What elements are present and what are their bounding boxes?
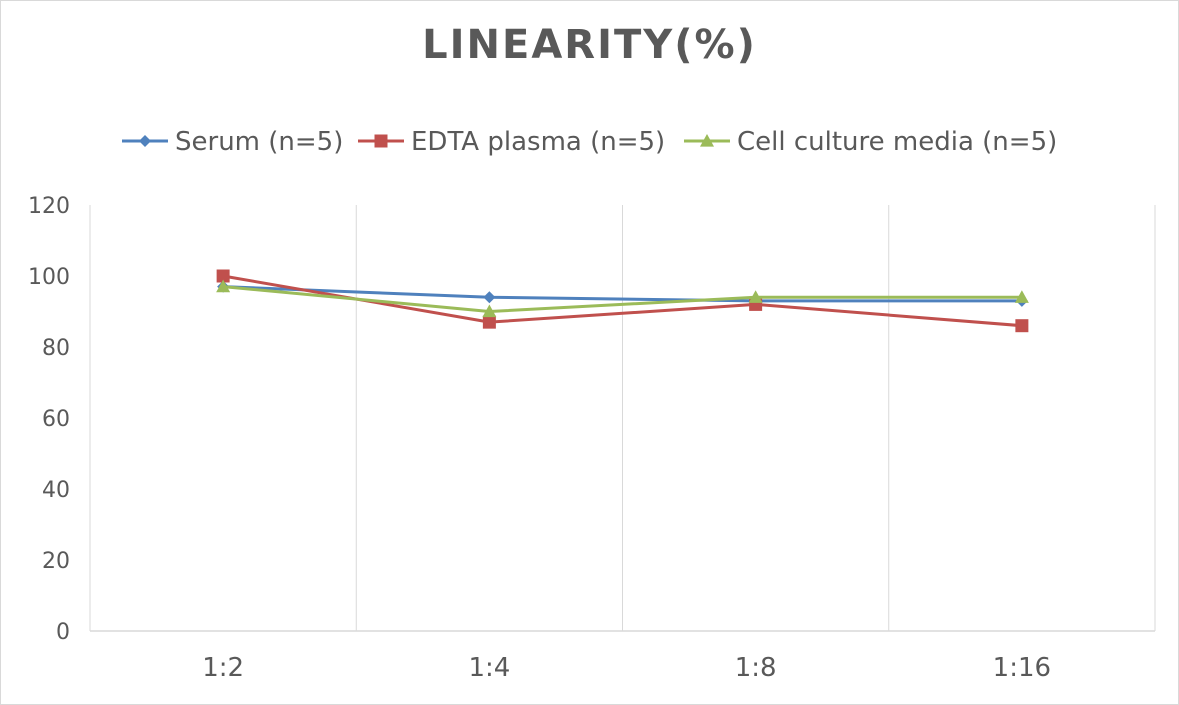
x-tick-label: 1:2 <box>202 653 244 683</box>
legend: Serum (n=5) EDTA plasma (n=5) Cell culture… <box>122 127 1057 157</box>
y-tick-label: 60 <box>42 407 70 432</box>
y-tick-label: 20 <box>42 549 70 574</box>
data-point <box>1015 319 1029 333</box>
legend-label: Serum (n=5) <box>175 127 343 157</box>
legend-marker <box>139 135 151 147</box>
data-point <box>482 315 496 329</box>
x-axis-ticks: 1:2 1:4 1:8 1:16 <box>202 653 1051 683</box>
x-tick-label: 1:4 <box>468 653 510 683</box>
data-point <box>1014 290 1029 303</box>
y-tick-label: 0 <box>56 620 70 645</box>
series-group <box>216 269 1029 333</box>
data-point <box>483 291 496 304</box>
legend-item-3: Cell culture media (n=5) <box>684 127 1057 157</box>
x-tick-label: 1:16 <box>993 653 1051 683</box>
legend-label: Cell culture media (n=5) <box>737 127 1057 157</box>
data-point <box>216 269 230 283</box>
y-tick-label: 120 <box>28 194 70 219</box>
data-point <box>216 279 231 293</box>
grid-lines <box>89 205 1156 632</box>
data-point <box>482 304 497 318</box>
legend-marker <box>374 134 388 148</box>
series-3 <box>216 279 1029 318</box>
data-point <box>748 290 763 303</box>
y-tick-label: 80 <box>42 336 70 361</box>
legend-item-1: Serum (n=5) <box>122 127 343 157</box>
series-line <box>222 285 1022 313</box>
x-tick-label: 1:8 <box>735 653 777 683</box>
y-axis-ticks: 0 20 40 60 80 100 120 <box>28 194 70 645</box>
series-line <box>223 285 1022 303</box>
y-tick-label: 40 <box>42 478 70 503</box>
legend-marker <box>700 134 714 147</box>
legend-item-2: EDTA plasma (n=5) <box>358 127 665 157</box>
y-tick-label: 100 <box>28 265 70 290</box>
legend-label: EDTA plasma (n=5) <box>411 127 665 157</box>
chart-title: LINEARITY(%) <box>422 22 757 68</box>
